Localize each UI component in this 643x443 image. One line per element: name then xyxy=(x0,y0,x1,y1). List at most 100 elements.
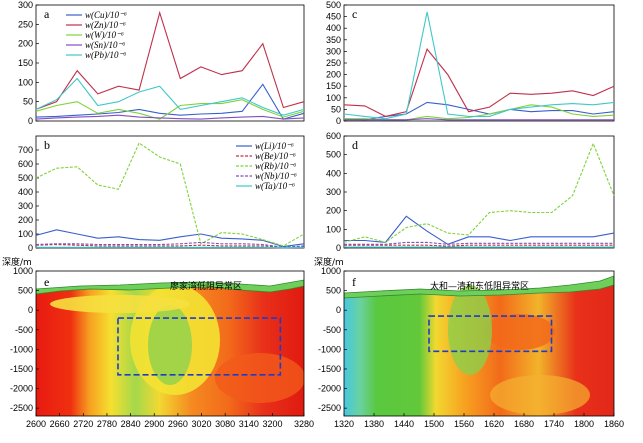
panel-c-ytick-label: 200 xyxy=(326,70,341,80)
panel-a-ytick-label: 300 xyxy=(18,0,33,10)
panel-f-topography xyxy=(344,275,614,299)
panel-e-ytick-label: -2500 xyxy=(10,403,33,413)
panel-a-ytick-label: 100 xyxy=(18,77,33,87)
panel-e-ytick-label: -1000 xyxy=(10,344,33,354)
panel-b-ytick-label: 300 xyxy=(18,201,33,211)
panel-e-ytick-label: -2000 xyxy=(10,384,33,394)
panel-b-series-2 xyxy=(35,142,305,247)
panel-f-xtick-label: 1560 xyxy=(454,419,474,429)
panel-d-ytick-label: 200 xyxy=(326,206,341,216)
panel-b-legend-entry: w(Be)/10⁻⁶ xyxy=(255,151,296,161)
panel-c-ytick-label: 0 xyxy=(336,116,341,126)
panel-f-xtick-label: 1440 xyxy=(394,419,414,429)
panel-b-frame xyxy=(35,135,305,249)
panel-a-ytick-label: 150 xyxy=(18,58,33,68)
panel-d-series-0 xyxy=(344,215,615,245)
panel-c-label: c xyxy=(352,7,357,21)
panel-f-xtick-label: 1680 xyxy=(514,419,534,429)
panel-b-ytick-label: 700 xyxy=(18,145,33,155)
panel-f-ytick-label: 0 xyxy=(336,305,341,315)
panel-d-label: d xyxy=(352,138,358,152)
panel-e-xtick-label: 2960 xyxy=(168,419,188,429)
panel-f-annotation: 太和—清和东低阻异常区 xyxy=(430,280,529,292)
panel-d-series-3 xyxy=(344,241,614,245)
panel-a-ytick-label: 200 xyxy=(18,39,33,49)
panel-d-ytick-label: 600 xyxy=(326,131,341,141)
panel-f-ytick-label: -2000 xyxy=(318,384,341,394)
panel-d-series-1 xyxy=(344,244,614,247)
panel-f-ytick-label: -2500 xyxy=(318,403,341,413)
panel-c-ytick-label: 450 xyxy=(326,12,341,22)
panel-f-anomaly-box xyxy=(428,315,553,353)
panel-a-frame xyxy=(35,4,305,122)
panel-c-series-1 xyxy=(343,47,615,117)
panel-b-ytick-label: 500 xyxy=(18,173,33,183)
panel-e-ytick-label: -1500 xyxy=(10,364,33,374)
panel-c-ytick-label: 150 xyxy=(326,81,341,91)
panel-c-series-3 xyxy=(344,118,614,121)
panel-e-topography xyxy=(36,279,304,295)
panel-b-series-1 xyxy=(35,243,305,248)
panel-a-ytick-label: 0 xyxy=(28,116,33,126)
panel-e-ytick-label: 0 xyxy=(28,305,33,315)
panel-e-resistive-core xyxy=(148,305,192,385)
panel-f-ytick-label: 500 xyxy=(326,286,341,296)
panel-a-series-0 xyxy=(35,83,305,120)
panel-a-legend-entry: w(Pb)/10⁻⁶ xyxy=(85,50,126,60)
panel-f-xtick-label: 1320 xyxy=(334,419,354,429)
panel-e-ylabel: 深度/m xyxy=(2,256,32,268)
panel-f-xtick-label: 1500 xyxy=(424,419,444,429)
panel-e-ytick-label: -500 xyxy=(15,325,33,335)
panel-b-label: b xyxy=(44,138,50,152)
panel-f-resistive-zone xyxy=(448,285,492,375)
panel-f-ytick-label: 1000 xyxy=(321,266,341,276)
panel-a-ytick-label: 250 xyxy=(18,19,33,29)
panel-b-legend-entry: w(Rb)/10⁻⁶ xyxy=(255,161,296,171)
panel-f-ytick-label: -1000 xyxy=(318,344,341,354)
panel-b-ytick-label: 100 xyxy=(18,229,33,239)
panel-e-annotation: 廖家湾低阻异常区 xyxy=(170,280,242,292)
panel-f-conductor-core xyxy=(485,314,555,350)
panel-f-xtick-label: 1380 xyxy=(364,419,384,429)
panel-e-xtick-label: 2840 xyxy=(121,419,141,429)
panel-e-ytick-label: 1000 xyxy=(13,266,33,276)
panel-d-ytick-label: 400 xyxy=(326,168,341,178)
panel-c-ytick-label: 50 xyxy=(331,104,341,114)
panel-d-ytick-label: 300 xyxy=(326,187,341,197)
panel-e-xtick-label: 2720 xyxy=(73,419,93,429)
panel-b-legend-entry: w(Nb)/10⁻⁶ xyxy=(255,171,297,181)
panel-d-ytick-label: 500 xyxy=(326,150,341,160)
panel-e-xtick-label: 2780 xyxy=(97,419,117,429)
panel-f-ylabel: 深度/m xyxy=(314,256,344,268)
panel-c-ytick-label: 500 xyxy=(326,0,341,10)
panel-e-anomaly-box xyxy=(117,317,282,376)
panel-c-series-4 xyxy=(343,11,615,120)
panel-a-series-3 xyxy=(35,114,305,120)
panel-c-ytick-label: 350 xyxy=(326,35,341,45)
panel-f-xtick-label: 1740 xyxy=(544,419,564,429)
panel-c-ytick-label: 250 xyxy=(326,58,341,68)
panel-b-series-0 xyxy=(35,229,305,248)
panel-a-legend-entry: w(Sn)/10⁻⁶ xyxy=(85,40,125,50)
panel-a-legend-entry: w(W)/10⁻⁶ xyxy=(85,30,124,40)
panel-d: 0 100 200 300 400 500 600 d xyxy=(326,131,615,253)
panel-c-frame xyxy=(343,4,615,122)
panel-b-ytick-label: 200 xyxy=(18,215,33,225)
panel-b-ytick-label: 0 xyxy=(28,243,33,253)
panel-e-xtick-label: 3200 xyxy=(262,419,282,429)
panel-e-xtick-label: 2600 xyxy=(26,419,46,429)
panel-d-series-2 xyxy=(343,142,615,243)
panel-e-xtick-label: 3140 xyxy=(239,419,259,429)
panel-e: 2600 2660 2720 2780 2840 2900 2960 3020 3080 3140… xyxy=(2,256,314,429)
panel-f-xtick-label: 1800 xyxy=(574,419,594,429)
panel-e-xtick-label: 2660 xyxy=(50,419,70,429)
panel-a-legend-entry: w(Zn)/10⁻⁶ xyxy=(85,20,126,30)
panel-a-label: a xyxy=(44,7,50,21)
panel-e-xtick-label: 2900 xyxy=(144,419,164,429)
panel-f-xtick-label: 1620 xyxy=(484,419,504,429)
panel-e-ytick-label: 500 xyxy=(18,286,33,296)
panel-f-ytick-label: -500 xyxy=(323,325,341,335)
